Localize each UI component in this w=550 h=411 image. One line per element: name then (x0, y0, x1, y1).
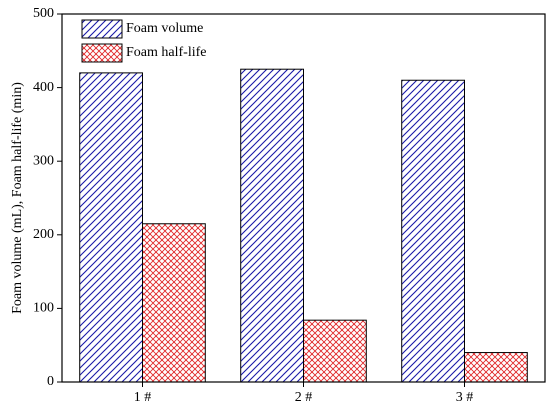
y-tick-label: 500 (33, 6, 54, 21)
bar (79, 72, 143, 383)
legend-label: Foam half-life (126, 45, 206, 60)
legend-swatch (81, 43, 123, 63)
x-tick-label: 2 # (295, 390, 313, 405)
bar (142, 223, 206, 383)
bar (401, 79, 465, 383)
bar (464, 352, 528, 383)
x-tick-label: 3 # (456, 390, 474, 405)
bar (240, 68, 305, 383)
y-tick-label: 0 (47, 374, 54, 389)
y-tick-label: 200 (33, 227, 54, 242)
bar (303, 319, 367, 383)
x-tick-label: 1 # (134, 390, 152, 405)
legend-label: Foam volume (126, 21, 203, 36)
plot-frame (61, 13, 546, 383)
y-tick-label: 100 (33, 301, 54, 316)
y-tick-label: 400 (33, 80, 54, 95)
y-tick-label: 300 (33, 153, 54, 168)
legend-swatch (81, 19, 123, 39)
y-axis-label: Foam volume (mL), Foam half-life (min) (10, 82, 25, 314)
